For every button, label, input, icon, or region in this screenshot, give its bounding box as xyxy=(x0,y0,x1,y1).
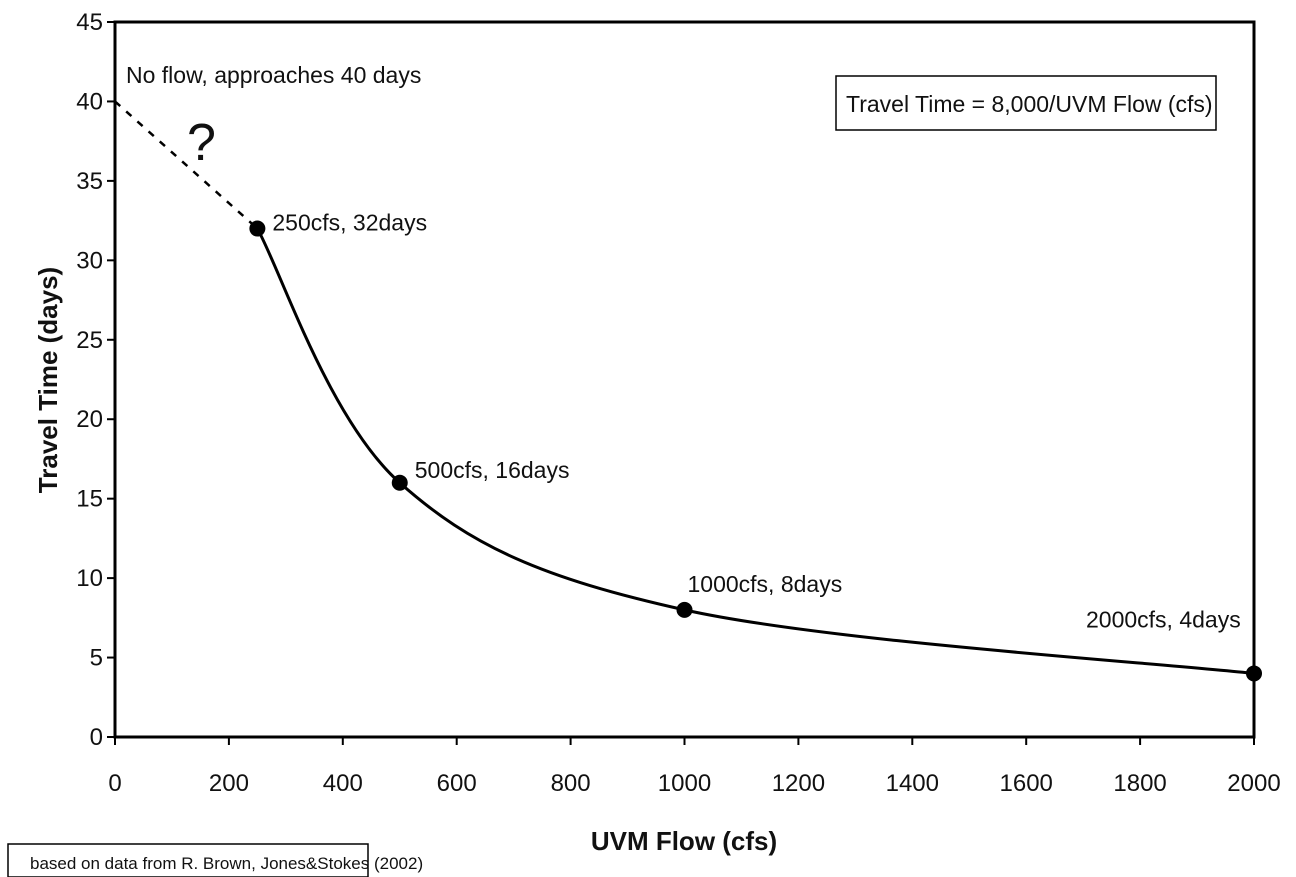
data-point-labels: 250cfs, 32days 500cfs, 16days 1000cfs, 8da… xyxy=(272,210,1240,633)
x-tick-label: 600 xyxy=(437,770,477,797)
y-axis-ticks: 0 5 10 15 20 25 30 35 40 45 xyxy=(76,9,115,751)
x-tick-label: 400 xyxy=(323,770,363,797)
y-tick-label: 5 xyxy=(90,645,103,672)
x-tick-label: 800 xyxy=(551,770,591,797)
data-point-label: 2000cfs, 4days xyxy=(1086,606,1241,632)
data-point-label: 250cfs, 32days xyxy=(272,210,427,236)
formula-text: Travel Time = 8,000/UVM Flow (cfs) xyxy=(846,91,1213,117)
x-tick-label: 1000 xyxy=(658,770,711,797)
x-tick-label: 1800 xyxy=(1113,770,1166,797)
x-tick-label: 1400 xyxy=(886,770,939,797)
formula-box xyxy=(835,75,1217,131)
y-tick-label: 35 xyxy=(76,168,103,195)
y-tick-label: 45 xyxy=(76,9,103,36)
x-tick-label: 1200 xyxy=(772,770,825,797)
y-tick-label: 40 xyxy=(76,88,103,115)
y-tick-label: 30 xyxy=(76,247,103,274)
question-mark-annotation: ? xyxy=(187,114,216,172)
data-point-marker xyxy=(676,601,693,618)
source-note: based on data from R. Brown, Jones&Stoke… xyxy=(30,854,423,873)
y-tick-label: 25 xyxy=(76,327,103,354)
data-point-markers xyxy=(249,220,1262,682)
data-point-label: 1000cfs, 8days xyxy=(688,571,843,597)
x-axis-title: UVM Flow (cfs) xyxy=(591,826,777,856)
x-tick-label: 2000 xyxy=(1227,770,1280,797)
source-box xyxy=(7,843,369,877)
data-point-marker xyxy=(391,474,408,491)
x-tick-label: 1600 xyxy=(1000,770,1053,797)
travel-time-curve xyxy=(256,227,1255,675)
data-point-label: 500cfs, 16days xyxy=(415,457,570,483)
x-tick-label: 200 xyxy=(209,770,249,797)
y-tick-label: 20 xyxy=(76,406,103,433)
no-flow-annotation: No flow, approaches 40 days xyxy=(126,62,421,88)
y-axis-title: Travel Time (days) xyxy=(33,267,63,493)
data-point-marker xyxy=(249,220,266,237)
y-tick-label: 15 xyxy=(76,486,103,513)
y-tick-label: 0 xyxy=(90,724,103,751)
x-tick-label: 0 xyxy=(108,770,121,797)
extrapolated-dashed-line xyxy=(114,100,259,230)
y-tick-label: 10 xyxy=(76,565,103,592)
data-point-marker xyxy=(1246,665,1262,682)
x-axis-ticks: 0 200 400 600 800 1000 1200 1400 1600 1800 2000 xyxy=(108,737,1281,797)
